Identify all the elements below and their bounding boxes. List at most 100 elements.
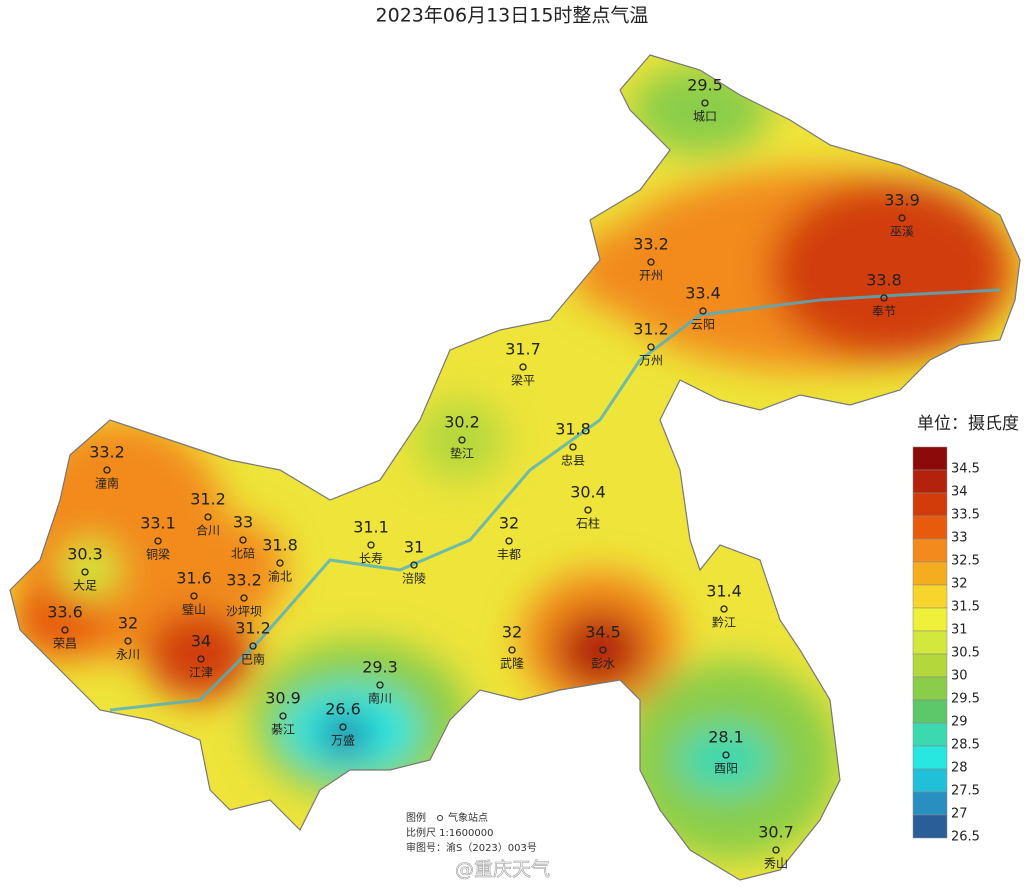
- station-name: 忠县: [561, 454, 585, 468]
- station-marker: [647, 343, 655, 351]
- legend-tick-label: 28: [951, 761, 968, 776]
- legend-tick-label: 31.5: [951, 600, 980, 615]
- legend-swatch: [912, 768, 948, 793]
- station-marker: [197, 655, 205, 663]
- station-value: 33.1: [140, 514, 176, 533]
- footer-legend: 图例: [406, 811, 426, 824]
- station-name: 沙坪坝: [226, 605, 262, 619]
- legend-swatch: [912, 676, 948, 701]
- legend-swatch: [912, 630, 948, 655]
- station-name: 黔江: [712, 615, 736, 630]
- station-name: 垫江: [450, 446, 474, 461]
- station-name: 铜梁: [146, 547, 170, 562]
- station-value: 30.9: [265, 689, 301, 708]
- legend-tick-label: 34.5: [951, 462, 980, 477]
- station-marker: [720, 605, 728, 613]
- station-marker: [458, 436, 466, 444]
- station-marker: [154, 537, 162, 545]
- station-name: 巫溪: [890, 225, 914, 239]
- station-name: 丰都: [497, 548, 521, 562]
- station-value: 31.6: [176, 569, 212, 588]
- station-name: 北碚: [231, 546, 255, 561]
- station-value: 26.6: [325, 700, 361, 719]
- station-marker: [103, 466, 111, 474]
- station-value: 30.3: [67, 545, 103, 564]
- station-marker: [519, 363, 527, 371]
- legend-swatch: [912, 469, 948, 494]
- legend-swatch: [912, 745, 948, 770]
- legend-tick-label: 33: [951, 531, 968, 546]
- station-marker: [701, 99, 709, 107]
- legend-swatch: [912, 515, 948, 540]
- legend-tick-label: 27: [951, 807, 968, 822]
- legend-tick-label: 26.5: [951, 830, 980, 845]
- station-value: 30.7: [758, 823, 794, 842]
- station-marker: [279, 712, 287, 720]
- station-name: 潼南: [95, 476, 119, 491]
- station-marker: [239, 536, 247, 544]
- station-value: 31.8: [555, 420, 591, 439]
- station-name: 合川: [196, 523, 220, 538]
- station-marker: [599, 646, 607, 654]
- station-name: 万盛: [331, 733, 355, 748]
- station-marker: [204, 513, 212, 521]
- station-name: 石柱: [576, 516, 600, 531]
- station-value: 34: [191, 632, 211, 651]
- station-marker: [367, 541, 375, 549]
- station-value: 31.2: [235, 619, 271, 638]
- station-value: 29.3: [362, 658, 398, 677]
- legend-swatch: [912, 538, 948, 563]
- station-value: 29.5: [687, 76, 723, 95]
- station-name: 酉阳: [714, 762, 738, 776]
- station-value: 34.5: [585, 623, 621, 642]
- station-name: 綦江: [271, 723, 295, 737]
- station-marker: [81, 568, 89, 576]
- station-name: 巴南: [241, 652, 265, 667]
- station-value: 33.9: [884, 191, 920, 210]
- station-marker: [240, 594, 248, 602]
- station-name: 长寿: [359, 552, 383, 566]
- station-name: 涪陵: [402, 571, 426, 586]
- legend-swatch: [912, 492, 948, 517]
- station-value: 32: [499, 514, 519, 533]
- legend-tick-label: 29.5: [951, 692, 980, 707]
- station-name: 开州: [639, 269, 663, 283]
- station-value: 33: [233, 513, 253, 532]
- station-name: 大足: [73, 579, 97, 593]
- legend-tick-label: 34: [951, 485, 968, 500]
- legend-tick-label: 32.5: [951, 554, 980, 569]
- station-value: 31.8: [262, 536, 298, 555]
- station-marker: [569, 443, 577, 451]
- footer-station-icon: [437, 815, 443, 821]
- station-marker: [410, 561, 418, 569]
- station-marker: [61, 626, 69, 634]
- station-marker: [276, 559, 284, 567]
- station-name: 秀山: [764, 857, 788, 871]
- station-value: 31: [404, 538, 424, 557]
- station-marker: [898, 214, 906, 222]
- station-name: 永川: [116, 648, 140, 662]
- station-value: 33.8: [866, 271, 902, 290]
- station-name: 璧山: [182, 602, 206, 617]
- station-value: 31.7: [505, 340, 541, 359]
- station-marker: [584, 506, 592, 514]
- station-value: 33.2: [226, 571, 262, 590]
- station-name: 奉节: [872, 305, 896, 319]
- legend-unit: 单位：摄氏度: [917, 414, 1019, 434]
- legend-swatch: [912, 791, 948, 816]
- station-marker: [880, 294, 888, 302]
- legend-swatch: [912, 584, 948, 609]
- station-marker: [376, 681, 384, 689]
- watermark: @重庆天气: [455, 859, 550, 881]
- station-value: 31.4: [706, 582, 742, 601]
- station-value: 32: [502, 623, 522, 642]
- station-name: 渝北: [268, 569, 292, 584]
- legend-swatch: [912, 607, 948, 632]
- station-marker: [508, 646, 516, 654]
- station-name: 江津: [189, 666, 213, 680]
- map-title: 2023年06月13日15时整点气温: [376, 5, 649, 27]
- legend-swatch: [912, 653, 948, 678]
- station-name: 彭水: [591, 657, 615, 671]
- legend-tick-label: 28.5: [951, 738, 980, 753]
- station-marker: [699, 307, 707, 315]
